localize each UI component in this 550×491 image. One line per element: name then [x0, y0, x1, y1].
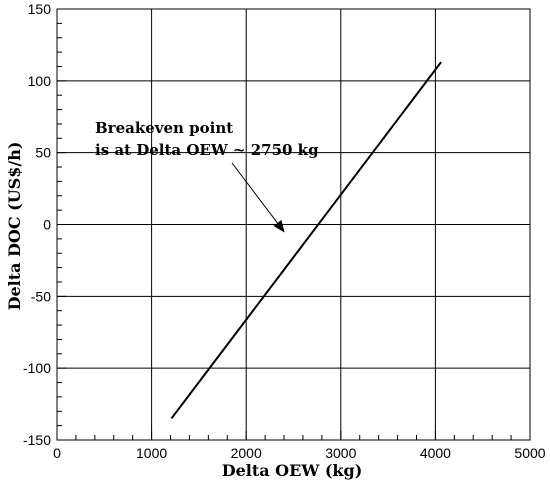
y-axis-title: Delta DOC (US$/h) [5, 142, 24, 311]
x-tick-label: 4000 [420, 445, 451, 461]
x-tick-label: 3000 [325, 445, 356, 461]
annotation-line-2: is at Delta OEW ~ 2750 kg [95, 141, 319, 159]
y-tick-label: 0 [43, 217, 51, 233]
y-tick-label: -50 [31, 288, 51, 304]
x-tick-label: 2000 [231, 445, 262, 461]
x-tick-labels: 0 1000 2000 3000 4000 5000 [53, 445, 546, 461]
grid-lines [56, 8, 531, 441]
series-layer [170, 61, 442, 420]
annotation-line-1: Breakeven point [95, 119, 233, 137]
series-line [170, 61, 442, 420]
annotation-arrow [231, 162, 285, 233]
y-tick-label: -100 [23, 360, 51, 376]
y-tick-label: 50 [35, 145, 51, 161]
x-axis-title: Delta OEW (kg) [222, 461, 363, 480]
plot-frame [56, 8, 531, 441]
y-tick-label: 100 [28, 73, 52, 89]
x-tick-label: 5000 [514, 445, 545, 461]
x-tick-label: 1000 [136, 445, 167, 461]
y-tick-labels: -150 -100 -50 0 50 100 150 [23, 1, 51, 448]
minor-ticks [57, 22, 512, 440]
annotation: Breakeven point is at Delta OEW ~ 2750 k… [95, 119, 319, 233]
y-tick-label: 150 [28, 1, 52, 17]
x-tick-label: 0 [53, 445, 61, 461]
y-tick-label: -150 [23, 432, 51, 448]
